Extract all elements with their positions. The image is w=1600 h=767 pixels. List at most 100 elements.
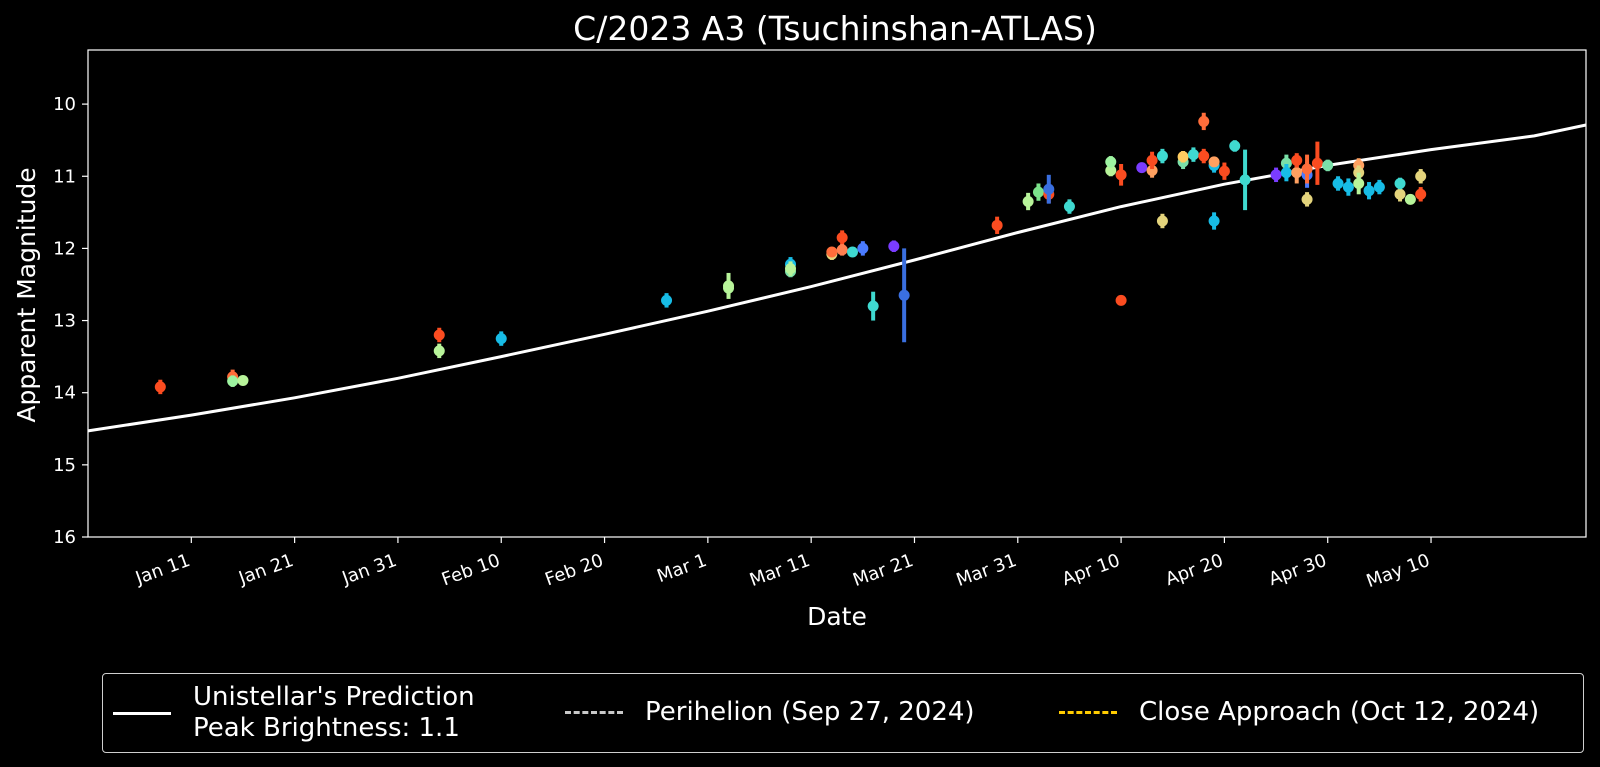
marker [1394, 177, 1406, 189]
marker [1311, 157, 1323, 169]
legend-item-close-approach: Close Approach (Oct 12, 2024) [1059, 697, 1539, 728]
y-axis: 10 11 12 13 14 15 16 [53, 94, 88, 548]
data-point [1115, 294, 1127, 306]
marker [433, 345, 445, 357]
marker [1187, 149, 1199, 161]
prediction-line [87, 123, 1587, 433]
marker [1353, 177, 1365, 189]
marker [1146, 154, 1158, 166]
marker [1229, 140, 1241, 152]
marker [1322, 159, 1334, 171]
data-point [836, 230, 848, 245]
x-tick-label: Apr 20 [1163, 550, 1226, 590]
data-point [433, 327, 445, 343]
data-point [1208, 212, 1220, 230]
y-tick-label: 12 [53, 238, 76, 259]
marker [1404, 193, 1416, 205]
x-tick-label: Mar 11 [747, 550, 813, 591]
data-point [1270, 167, 1282, 183]
y-tick-label: 15 [53, 455, 76, 476]
marker [227, 375, 239, 387]
marker [1218, 165, 1230, 177]
data-point [495, 331, 507, 346]
data-point [1322, 159, 1334, 172]
data-point [1332, 176, 1344, 191]
data-point [1032, 183, 1044, 201]
marker [433, 329, 445, 341]
data-point [1043, 174, 1055, 204]
marker [857, 242, 869, 254]
data-point [1291, 153, 1303, 168]
legend-label: Perihelion (Sep 27, 2024) [645, 697, 975, 727]
marker [1198, 115, 1210, 127]
data-point [1404, 193, 1416, 205]
x-tick-label: Mar 21 [850, 550, 916, 591]
data-point [1373, 179, 1385, 195]
data-point [1301, 154, 1313, 184]
marker [1342, 181, 1354, 193]
marker [1115, 169, 1127, 181]
data-point [1311, 141, 1323, 185]
marker [1415, 170, 1427, 182]
marker [1301, 193, 1313, 205]
y-tick-label: 14 [53, 383, 76, 404]
x-tick-label: Apr 30 [1266, 550, 1329, 590]
marker [1146, 164, 1158, 176]
marker [661, 294, 673, 306]
data-point [867, 291, 879, 321]
marker [1032, 186, 1044, 198]
marker [1115, 294, 1127, 306]
x-tick-label: Jan 31 [339, 550, 400, 589]
data-point [1218, 162, 1230, 180]
x-tick-label: Mar 31 [954, 550, 1020, 591]
observations-layer [154, 112, 1427, 395]
x-axis: Jan 11 Jan 21 Jan 31 Feb 10 Feb 20 Mar 1 Mar 1… [132, 537, 1433, 592]
marker [154, 381, 166, 393]
data-point [1177, 151, 1189, 163]
chart-title: C/2023 A3 (Tsuchinshan-ATLAS) [573, 9, 1097, 48]
data-point [1105, 156, 1117, 168]
marker [826, 246, 838, 258]
data-point [433, 343, 445, 359]
data-point [1198, 148, 1210, 164]
marker [1105, 156, 1117, 168]
data-point [1363, 182, 1375, 200]
marker [867, 300, 879, 312]
data-point [237, 374, 249, 386]
y-axis-label: Apparent Magnitude [12, 167, 41, 422]
marker [1270, 169, 1282, 181]
marker [1363, 185, 1375, 197]
marker [1177, 151, 1189, 163]
marker [836, 232, 848, 244]
data-point [1187, 147, 1199, 162]
data-point [888, 240, 900, 253]
data-point [1156, 213, 1168, 229]
data-point [1415, 169, 1427, 184]
x-tick-label: Feb 20 [542, 550, 606, 590]
x-tick-label: Jan 21 [235, 550, 296, 589]
data-point [661, 293, 673, 308]
plot-area [87, 49, 1587, 538]
marker [1280, 157, 1292, 169]
data-point [1280, 163, 1292, 182]
marker [888, 240, 900, 252]
x-tick-label: Feb 10 [439, 550, 503, 590]
data-point [1063, 199, 1075, 214]
plot-frame [87, 49, 1587, 538]
marker [1022, 196, 1034, 208]
marker [1156, 150, 1168, 162]
data-point [898, 248, 910, 343]
legend-item-perihelion: Perihelion (Sep 27, 2024) [565, 697, 975, 728]
data-point [1115, 163, 1127, 186]
marker [1415, 188, 1427, 200]
data-point [1342, 178, 1354, 196]
data-point [1394, 177, 1406, 190]
marker [1373, 181, 1385, 193]
marker [1136, 162, 1148, 174]
data-point [991, 216, 1003, 234]
legend-label: Close Approach (Oct 12, 2024) [1139, 697, 1540, 727]
marker [785, 263, 797, 275]
data-point [785, 261, 797, 276]
data-point [1301, 192, 1313, 207]
data-point [846, 246, 858, 258]
